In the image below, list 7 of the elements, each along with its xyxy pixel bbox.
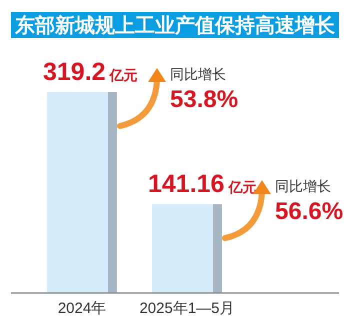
annotation: 53.8% (170, 86, 238, 113)
text: 56.6% (275, 198, 344, 226)
x-tick-label: 2025年1—5月 (139, 300, 235, 317)
text: 同比增长 (275, 178, 331, 194)
text: 同比增长 (170, 66, 226, 82)
x-tick-label: 2024年 (58, 300, 106, 317)
chart-title: 东部新城规上工业产值保持高速增长 (14, 14, 336, 37)
